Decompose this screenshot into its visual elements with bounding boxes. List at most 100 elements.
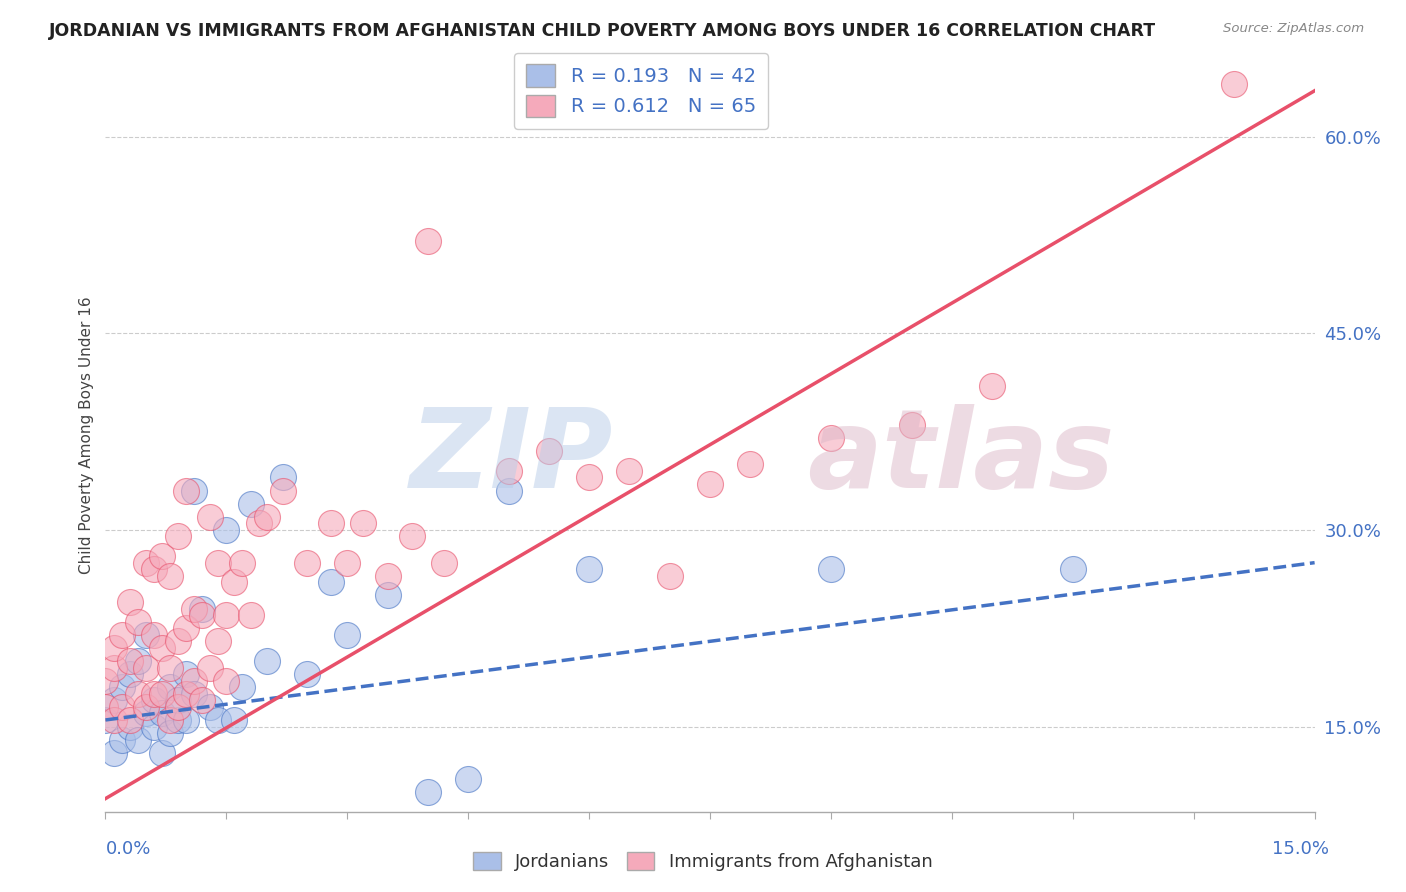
Point bbox=[94, 699, 117, 714]
Point bbox=[150, 706, 173, 721]
Point bbox=[295, 556, 318, 570]
Point bbox=[142, 628, 165, 642]
Point bbox=[239, 608, 262, 623]
Text: 0.0%: 0.0% bbox=[105, 840, 150, 858]
Point bbox=[174, 687, 197, 701]
Point bbox=[118, 719, 141, 733]
Point bbox=[820, 431, 842, 445]
Text: ZIP: ZIP bbox=[409, 404, 613, 511]
Point bbox=[127, 615, 149, 629]
Point bbox=[191, 608, 214, 623]
Point bbox=[103, 660, 125, 674]
Point bbox=[110, 628, 132, 642]
Point bbox=[231, 556, 253, 570]
Point bbox=[457, 772, 479, 786]
Point bbox=[118, 595, 141, 609]
Point bbox=[103, 640, 125, 655]
Point bbox=[578, 562, 600, 576]
Point bbox=[321, 516, 343, 531]
Point bbox=[174, 621, 197, 635]
Point bbox=[118, 654, 141, 668]
Point bbox=[740, 458, 762, 472]
Point bbox=[159, 660, 181, 674]
Point bbox=[94, 713, 117, 727]
Point bbox=[256, 509, 278, 524]
Point bbox=[352, 516, 374, 531]
Point bbox=[215, 673, 238, 688]
Point bbox=[900, 417, 922, 432]
Point bbox=[416, 235, 439, 249]
Point bbox=[224, 713, 246, 727]
Point bbox=[200, 699, 222, 714]
Point bbox=[200, 660, 222, 674]
Point bbox=[981, 378, 1004, 392]
Point bbox=[321, 575, 343, 590]
Point bbox=[191, 601, 214, 615]
Point bbox=[94, 673, 117, 688]
Point bbox=[142, 719, 165, 733]
Point bbox=[377, 568, 399, 582]
Y-axis label: Child Poverty Among Boys Under 16: Child Poverty Among Boys Under 16 bbox=[79, 296, 94, 574]
Point bbox=[167, 693, 190, 707]
Point bbox=[377, 589, 399, 603]
Point bbox=[159, 726, 181, 740]
Point bbox=[127, 654, 149, 668]
Point bbox=[416, 785, 439, 799]
Text: atlas: atlas bbox=[807, 404, 1114, 511]
Legend: R = 0.193   N = 42, R = 0.612   N = 65: R = 0.193 N = 42, R = 0.612 N = 65 bbox=[515, 53, 768, 128]
Point bbox=[183, 483, 205, 498]
Point bbox=[103, 713, 125, 727]
Point bbox=[578, 470, 600, 484]
Point bbox=[103, 693, 125, 707]
Point bbox=[150, 687, 173, 701]
Text: 15.0%: 15.0% bbox=[1271, 840, 1329, 858]
Point bbox=[433, 556, 456, 570]
Point bbox=[118, 667, 141, 681]
Point bbox=[167, 634, 190, 648]
Point bbox=[295, 667, 318, 681]
Point bbox=[135, 556, 157, 570]
Point bbox=[135, 706, 157, 721]
Point bbox=[127, 687, 149, 701]
Point bbox=[1223, 77, 1246, 91]
Point bbox=[271, 483, 294, 498]
Point bbox=[174, 667, 197, 681]
Point bbox=[159, 568, 181, 582]
Point bbox=[401, 529, 423, 543]
Point bbox=[127, 732, 149, 747]
Point bbox=[167, 713, 190, 727]
Point bbox=[215, 608, 238, 623]
Point bbox=[239, 497, 262, 511]
Point bbox=[142, 687, 165, 701]
Point bbox=[247, 516, 270, 531]
Point bbox=[150, 640, 173, 655]
Point bbox=[619, 464, 641, 478]
Point bbox=[191, 693, 214, 707]
Point bbox=[336, 628, 359, 642]
Point bbox=[658, 568, 681, 582]
Point bbox=[150, 549, 173, 563]
Point bbox=[174, 713, 197, 727]
Point bbox=[110, 680, 132, 694]
Point bbox=[215, 523, 238, 537]
Point bbox=[537, 444, 560, 458]
Point bbox=[118, 713, 141, 727]
Point bbox=[110, 732, 132, 747]
Point bbox=[224, 575, 246, 590]
Point bbox=[167, 529, 190, 543]
Point bbox=[159, 713, 181, 727]
Point bbox=[498, 483, 520, 498]
Point bbox=[256, 654, 278, 668]
Point bbox=[207, 556, 229, 570]
Text: Source: ZipAtlas.com: Source: ZipAtlas.com bbox=[1223, 22, 1364, 36]
Point bbox=[820, 562, 842, 576]
Point bbox=[207, 713, 229, 727]
Text: JORDANIAN VS IMMIGRANTS FROM AFGHANISTAN CHILD POVERTY AMONG BOYS UNDER 16 CORRE: JORDANIAN VS IMMIGRANTS FROM AFGHANISTAN… bbox=[49, 22, 1156, 40]
Point bbox=[231, 680, 253, 694]
Point bbox=[174, 483, 197, 498]
Point bbox=[135, 660, 157, 674]
Point bbox=[167, 699, 190, 714]
Point bbox=[110, 699, 132, 714]
Point bbox=[135, 699, 157, 714]
Point bbox=[159, 680, 181, 694]
